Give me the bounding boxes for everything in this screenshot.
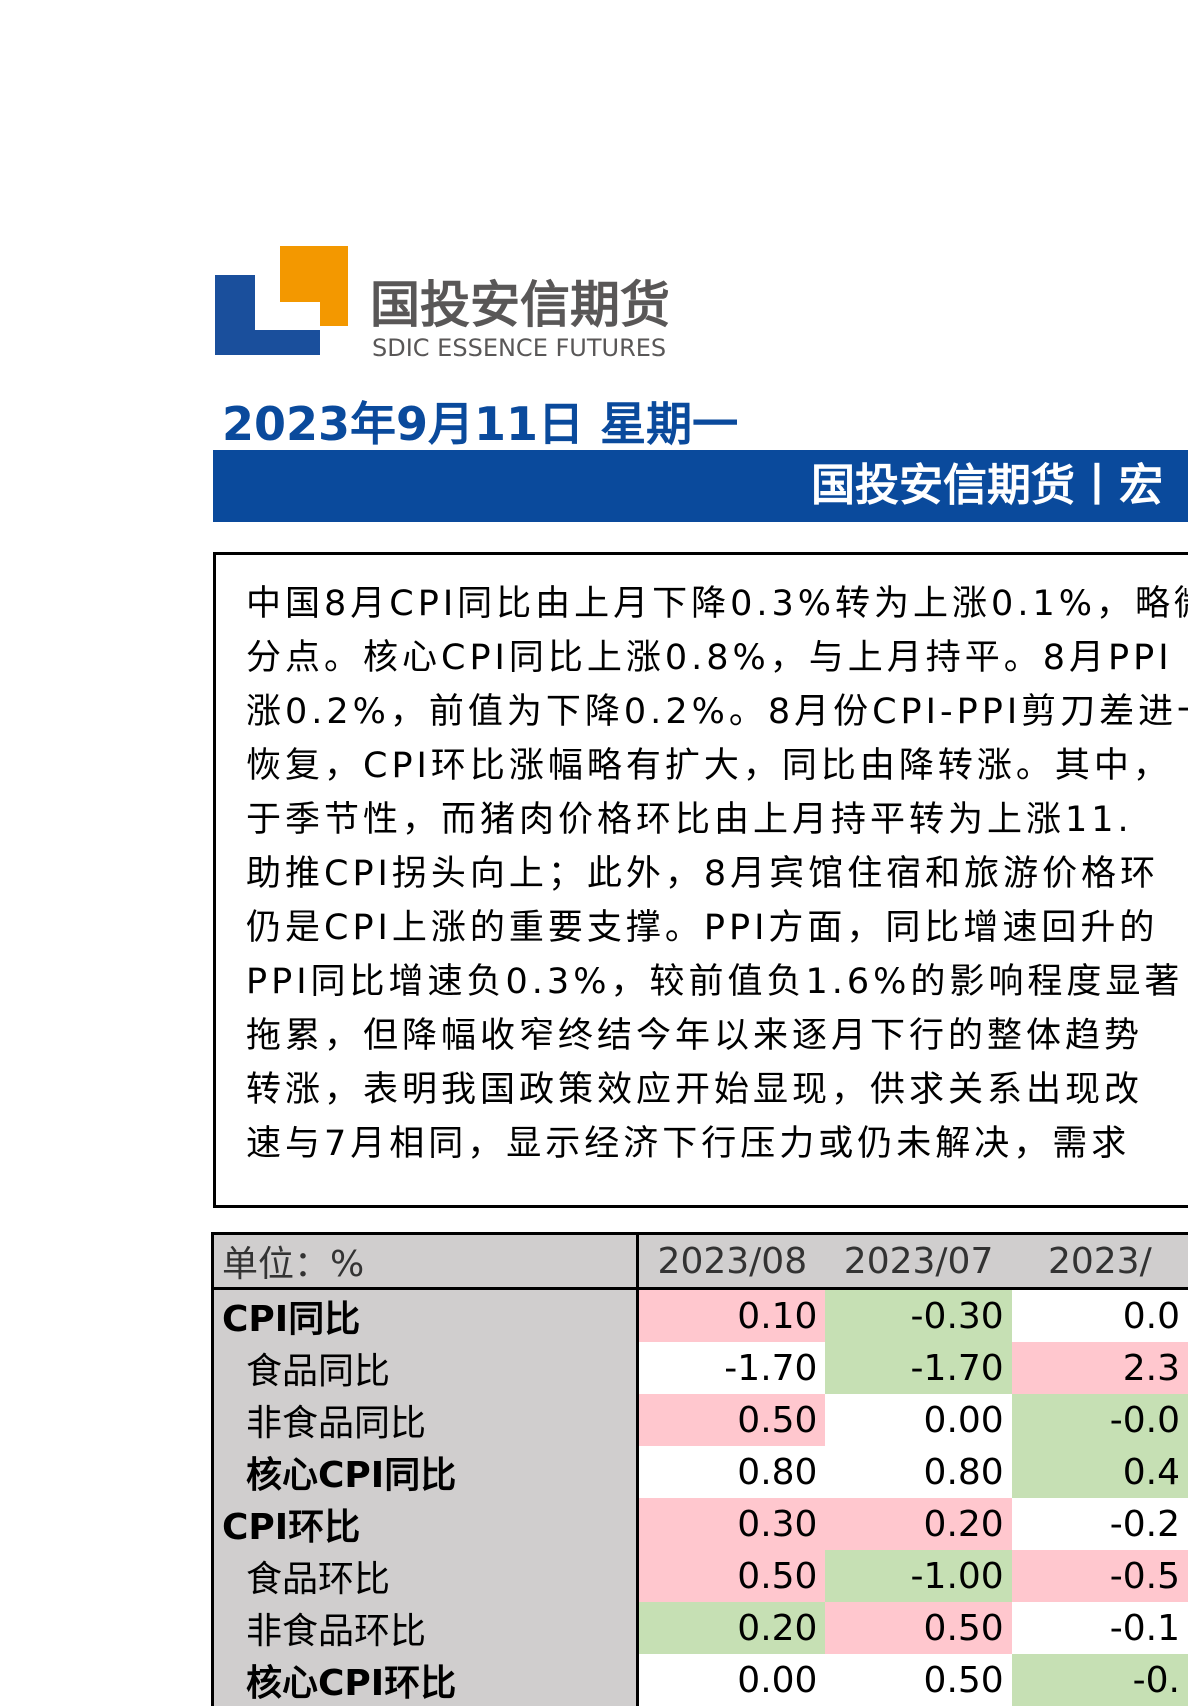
summary-line: 恢复，CPI环比涨幅略有扩大，同比由降转涨。其中， — [246, 737, 1172, 788]
row-label: CPI环比 — [213, 1498, 638, 1550]
header-cell: 2023/ — [1012, 1234, 1188, 1289]
value-cell: 0.50 — [638, 1550, 826, 1602]
value-cell: 0.20 — [825, 1498, 1011, 1550]
summary-line: 转涨，表明我国政策效应开始显现，供求关系出现改 — [246, 1061, 1143, 1112]
value-cell: 0.80 — [638, 1446, 826, 1498]
summary-line: PPI同比增速负0.3%，较前值负1.6%的影响程度显著 — [246, 953, 1183, 1004]
value-cell: -0.30 — [825, 1289, 1011, 1343]
value-cell: 0.20 — [638, 1602, 826, 1654]
summary-line: 涨0.2%，前值为下降0.2%。8月份CPI-PPI剪刀差进一 — [246, 683, 1188, 734]
value-cell: 0.0 — [1012, 1289, 1188, 1343]
row-label: 核心CPI同比 — [213, 1446, 638, 1498]
value-cell: 0.10 — [638, 1289, 826, 1343]
row-label: 食品同比 — [213, 1342, 638, 1394]
banner-title: 国投安信期货丨宏 — [811, 450, 1163, 522]
logo-cn: 国投安信期货 — [370, 276, 670, 334]
summary-line: 助推CPI拐头向上；此外，8月宾馆住宿和旅游价格环 — [246, 845, 1159, 896]
value-cell: 0.50 — [638, 1394, 826, 1446]
value-cell: 0.30 — [638, 1498, 826, 1550]
value-cell: -1.70 — [638, 1342, 826, 1394]
header-cell: 2023/08 — [638, 1234, 826, 1289]
summary-box: 中国8月CPI同比由上月下降0.3%转为上涨0.1%，略微分点。核心CPI同比上… — [213, 552, 1188, 1208]
value-cell: -0. — [1012, 1654, 1188, 1706]
logo: 国投安信期货 SDIC ESSENCE FUTURES — [0, 0, 1188, 380]
header-cell: 单位：% — [213, 1234, 638, 1289]
row-label: 非食品同比 — [213, 1394, 638, 1446]
banner: 国投安信期货丨宏 — [213, 450, 1188, 522]
value-cell: -0.5 — [1012, 1550, 1188, 1602]
row-label: 食品环比 — [213, 1550, 638, 1602]
summary-line: 于季节性，而猪肉价格环比由上月持平转为上涨11. — [246, 791, 1133, 842]
summary-line: 仍是CPI上涨的重要支撑。PPI方面，同比增速回升的 — [246, 899, 1158, 950]
value-cell: 0.80 — [825, 1446, 1011, 1498]
value-cell: -0.0 — [1012, 1394, 1188, 1446]
value-cell: -1.00 — [825, 1550, 1011, 1602]
summary-line: 拖累，但降幅收窄终结今年以来逐月下行的整体趋势 — [246, 1007, 1143, 1058]
value-cell: 0.50 — [825, 1602, 1011, 1654]
header-cell: 2023/07 — [825, 1234, 1011, 1289]
row-label: 核心CPI环比 — [213, 1654, 638, 1706]
summary-line: 分点。核心CPI同比上涨0.8%，与上月持平。8月PPI — [246, 629, 1173, 680]
value-cell: -1.70 — [825, 1342, 1011, 1394]
row-label: 非食品环比 — [213, 1602, 638, 1654]
date: 2023年9月11日 星期一 — [222, 388, 738, 454]
value-cell: -0.1 — [1012, 1602, 1188, 1654]
logo-en: SDIC ESSENCE FUTURES — [372, 334, 666, 362]
value-cell: 0.00 — [638, 1654, 826, 1706]
row-label: CPI同比 — [213, 1289, 638, 1343]
value-cell: 0.4 — [1012, 1446, 1188, 1498]
value-cell: 0.50 — [825, 1654, 1011, 1706]
summary-line: 速与7月相同，显示经济下行压力或仍未解决，需求 — [246, 1115, 1130, 1166]
value-cell: 0.00 — [825, 1394, 1011, 1446]
summary-line: 中国8月CPI同比由上月下降0.3%转为上涨0.1%，略微 — [246, 575, 1188, 626]
value-cell: -0.2 — [1012, 1498, 1188, 1550]
value-cell: 2.3 — [1012, 1342, 1188, 1394]
